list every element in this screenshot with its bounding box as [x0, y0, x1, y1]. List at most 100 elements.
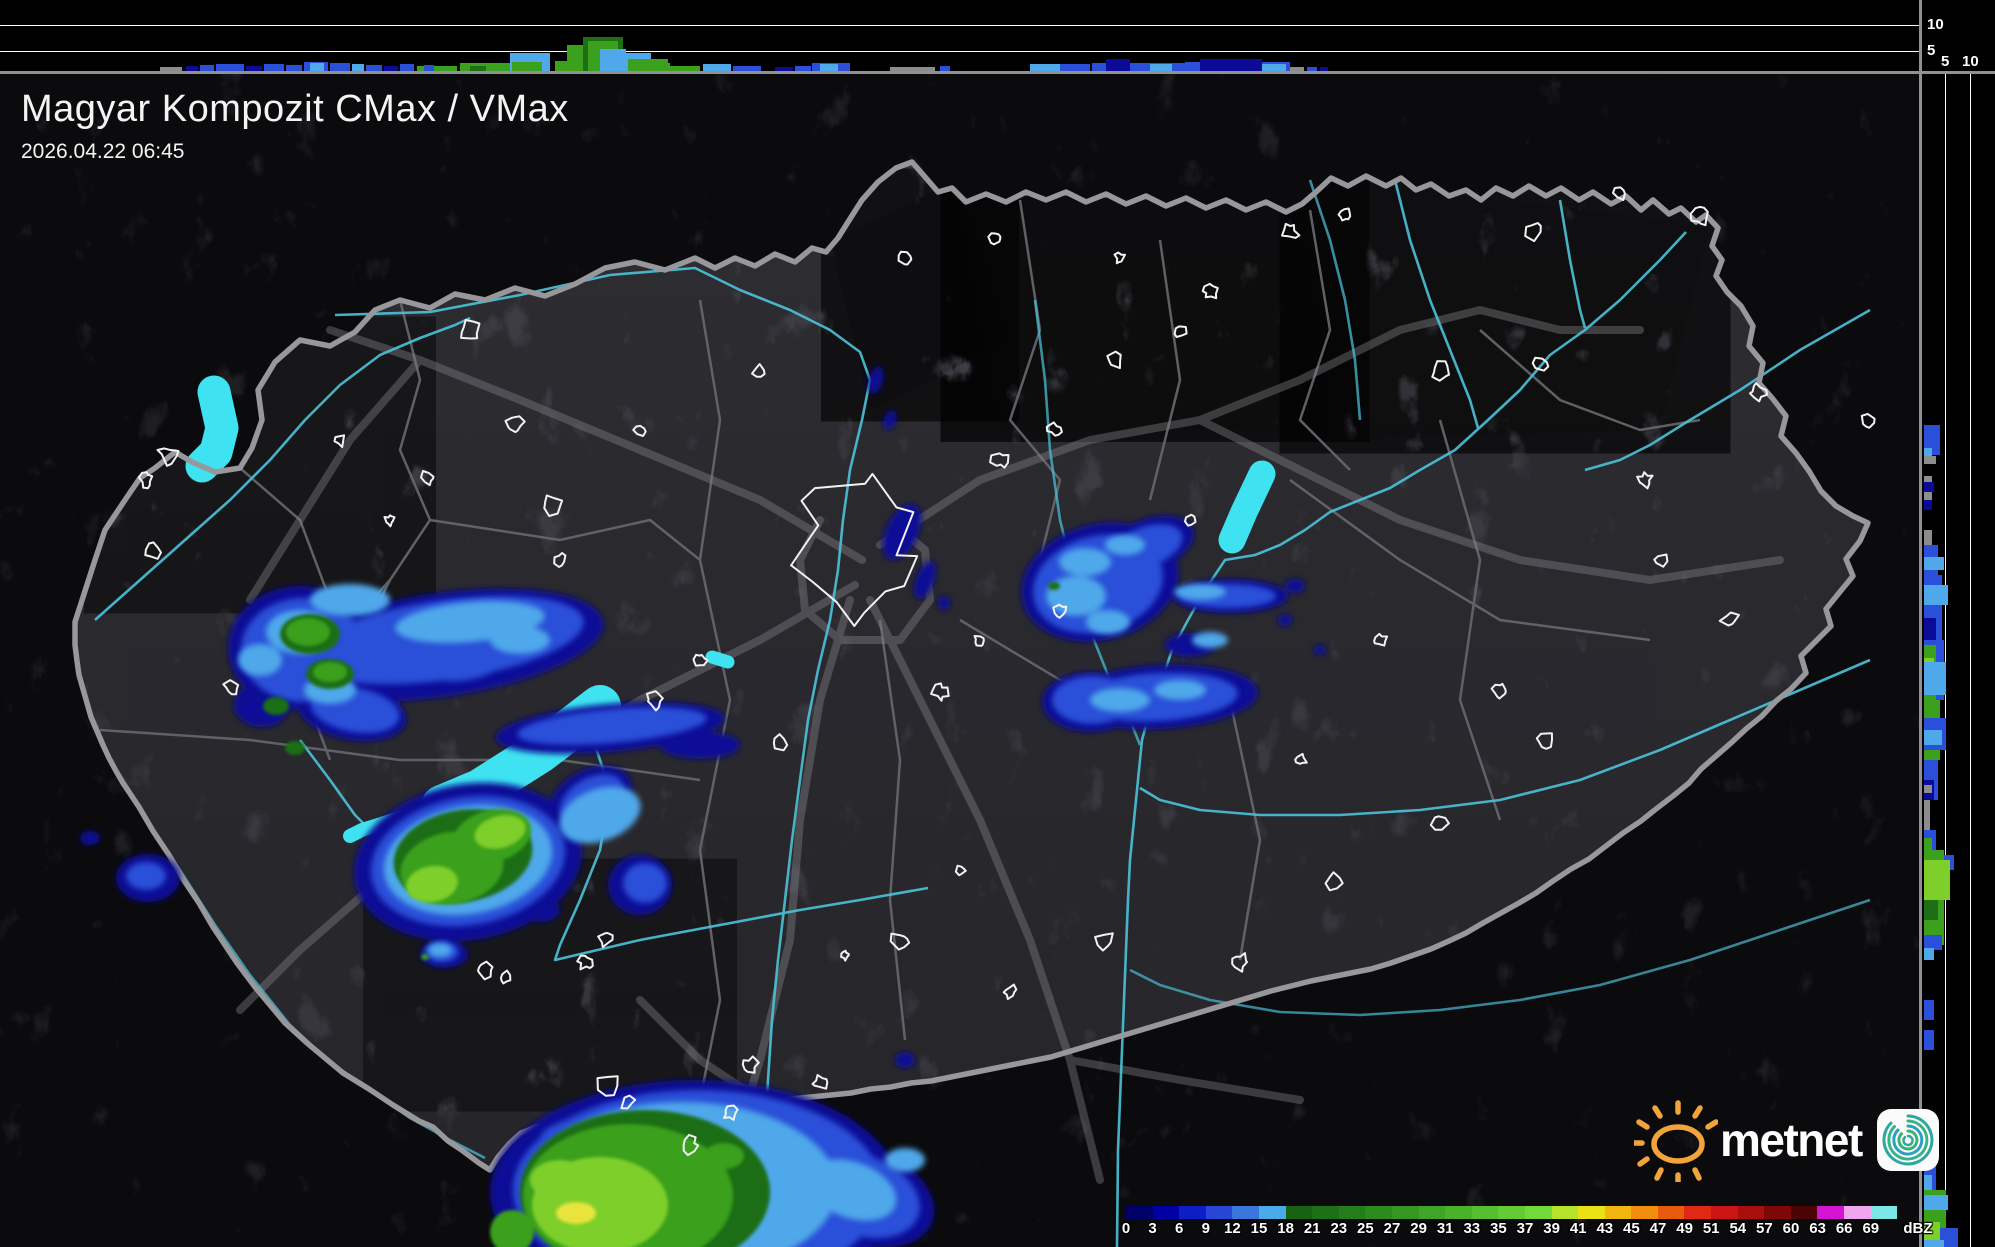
metnet-app-icon	[1876, 1109, 1939, 1171]
radar-echo	[1048, 582, 1060, 590]
city-outline	[692, 653, 709, 667]
radar-echo	[1154, 680, 1206, 700]
right-profile-echo	[1924, 530, 1932, 545]
city-outline	[1653, 553, 1669, 568]
right-profile-echo	[1924, 618, 1936, 640]
right-profile-gridline-10km	[1970, 73, 1971, 1247]
legend-tick-label: 12	[1224, 1220, 1241, 1237]
top-profile-echo	[890, 67, 935, 71]
lake-velence	[705, 650, 735, 669]
city-outline	[1337, 207, 1352, 222]
right-profile-echo	[1924, 800, 1930, 830]
city-outline	[1094, 932, 1114, 952]
legend-tick-label: 69	[1862, 1220, 1880, 1237]
city-outline	[1294, 752, 1308, 765]
top-profile-echo	[417, 66, 457, 71]
legend-color-cell	[1179, 1206, 1206, 1219]
legend-tick-label: 43	[1596, 1220, 1614, 1237]
top-profile-echo	[264, 64, 284, 71]
city-outline	[1281, 222, 1301, 239]
top-profile-echo	[652, 63, 670, 71]
lake-ferto	[185, 375, 239, 483]
radar-echo	[895, 1052, 915, 1068]
legend-tick-label: 41	[1569, 1220, 1587, 1237]
river-danube	[334, 266, 872, 1247]
legend-color-cell	[1657, 1206, 1685, 1219]
top-profile-echo	[424, 65, 434, 71]
city-outline	[576, 954, 594, 971]
right-profile-echo	[1924, 456, 1936, 464]
city-outline	[723, 1104, 739, 1121]
radar-echo	[428, 943, 452, 957]
legend-tick-label: 15	[1250, 1220, 1268, 1237]
top-profile-echo	[600, 49, 626, 71]
city-outline	[553, 552, 567, 568]
city-outline	[543, 494, 564, 517]
city-outline	[596, 1075, 619, 1097]
right-profile-echo	[1924, 838, 1932, 850]
legend-color-cell	[1126, 1206, 1153, 1219]
right-profile-echo	[1924, 900, 1938, 920]
legend-tick-label: 51	[1702, 1220, 1720, 1237]
legend-color-cell	[1258, 1206, 1286, 1219]
legend-color-cell	[1737, 1206, 1765, 1219]
right-profile-echo	[1924, 1175, 1932, 1190]
right-profile-echo	[1924, 1030, 1934, 1050]
radar-echo	[313, 662, 347, 682]
top-profile-echo	[310, 63, 324, 71]
legend-tick-label: 31	[1436, 1220, 1454, 1237]
radar-echo	[285, 741, 305, 755]
radar-echo	[490, 626, 550, 654]
top-profile-echo	[1200, 59, 1262, 71]
legend-color-cell	[1817, 1206, 1845, 1219]
radar-echo	[868, 366, 884, 394]
city-outline	[1748, 382, 1769, 403]
city-outline	[1201, 282, 1219, 300]
city-outline	[477, 960, 494, 981]
radar-echo	[126, 862, 166, 890]
city-outline	[1689, 205, 1709, 227]
legend-tick-label: 23	[1330, 1220, 1348, 1237]
radar-echo-layer-lightgreen	[406, 815, 668, 1247]
legend-tick-label: 54	[1729, 1220, 1747, 1237]
right-profile-echo	[1924, 1195, 1948, 1210]
legend-tick-label: 0	[1121, 1220, 1131, 1237]
timestamp: 2026.04.22 06:45	[21, 140, 185, 163]
legend-tick-label: 3	[1148, 1220, 1157, 1237]
legend-tick-label: 60	[1782, 1220, 1800, 1237]
legend-color-cell	[1365, 1206, 1392, 1219]
top-scale-label-5: 5	[1927, 42, 1936, 59]
right-profile-echo	[1924, 1240, 1944, 1247]
metnet-logo[interactable]: metnet	[1634, 1098, 1940, 1182]
right-profile-echo	[1924, 785, 1932, 793]
legend-color-cell	[1391, 1206, 1419, 1219]
city-outline	[144, 541, 162, 560]
top-profile-echo	[775, 67, 793, 71]
city-outline	[1173, 325, 1188, 338]
radar-echo	[474, 815, 526, 849]
city-outline	[620, 1094, 637, 1110]
legend-color-cell	[1232, 1206, 1259, 1219]
top-profile-echo	[733, 66, 761, 71]
legend-color-cell	[1684, 1206, 1712, 1219]
sun-icon	[1634, 1100, 1718, 1182]
legend-tick-label: 66	[1835, 1220, 1853, 1237]
radar-echo	[1192, 632, 1228, 648]
top-profile-echo	[246, 66, 262, 71]
top-profile-echo	[366, 65, 382, 71]
radar-echo	[238, 644, 282, 676]
city-outline	[1531, 356, 1550, 372]
legend-tick-label: 37	[1516, 1220, 1534, 1237]
top-profile-echo	[216, 64, 244, 71]
city-outline	[1490, 682, 1507, 700]
city-outline	[930, 682, 950, 702]
radar-echo	[914, 560, 936, 600]
top-profile-echo	[384, 66, 398, 71]
right-profile-echo	[1924, 500, 1932, 510]
radar-echo	[80, 831, 100, 845]
radar-echo	[885, 1148, 925, 1172]
city-outline	[632, 424, 647, 437]
city-outline	[811, 1074, 829, 1090]
city-outline	[222, 679, 240, 696]
legend-color-cell	[1790, 1206, 1818, 1219]
